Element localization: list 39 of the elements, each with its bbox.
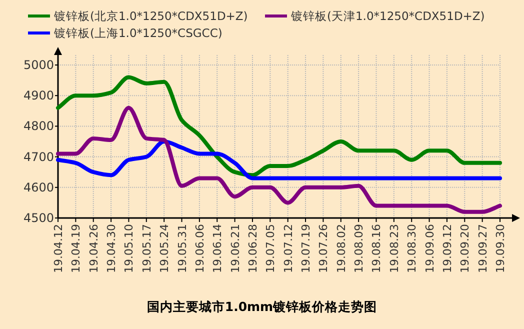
x-tick-label: 19.05.31 <box>176 224 189 273</box>
y-tick-label: 4600 <box>23 180 54 194</box>
x-tick-label: 19.06.28 <box>246 224 260 273</box>
y-tick-label: 5000 <box>23 58 54 72</box>
x-tick-label: 19.06.06 <box>193 224 206 273</box>
x-tick-label: 19.04.19 <box>70 224 83 273</box>
x-tick-label: 19.07.19 <box>300 224 313 273</box>
x-tick-label: 19.04.12 <box>52 224 65 273</box>
x-tick-label: 19.04.26 <box>87 224 100 273</box>
line-series <box>56 106 502 214</box>
x-tick-label: 19.05.10 <box>122 224 136 273</box>
x-tick-label: 19.08.02 <box>334 224 348 273</box>
y-tick-label: 4900 <box>23 88 54 103</box>
x-tick-label: 19.09.06 <box>423 224 436 273</box>
line-series <box>56 75 502 178</box>
x-tick-label: 19.08.09 <box>352 224 366 273</box>
x-tick-label: 19.09.30 <box>494 224 507 273</box>
x-tick-label: 19.04.30 <box>105 224 118 273</box>
x-tick-label: 19.05.24 <box>158 224 172 273</box>
x-tick-label: 19.05.17 <box>140 224 154 273</box>
x-tick-label: 19.08.16 <box>370 224 384 273</box>
y-tick-label: 4800 <box>23 119 54 134</box>
x-tick-label: 19.06.21 <box>228 224 242 273</box>
x-tick-label: 19.09.20 <box>458 224 472 273</box>
legend-label: 镀锌板(天津1.0*1250*CDX51D+Z) <box>290 9 485 23</box>
legend-label: 镀锌板(北京1.0*1250*CDX51D+Z) <box>53 9 248 23</box>
line-series <box>56 140 502 180</box>
x-tick-label: 19.09.12 <box>440 224 454 273</box>
text: 国内主要城市1.0mm镀锌板价格走势图 <box>146 299 378 314</box>
x-tick-label: 19.06.14 <box>211 224 224 273</box>
x-tick-label: 19.09.27 <box>476 224 490 273</box>
x-tick-label: 19.08.30 <box>406 224 419 273</box>
y-tick-label: 4700 <box>23 150 54 164</box>
legend-label: 镀锌板(上海1.0*1250*CSGCC) <box>53 26 222 40</box>
x-tick-label: 19.07.05 <box>264 224 278 273</box>
x-tick-label: 19.07.12 <box>282 224 295 273</box>
x-tick-label: 19.07.26 <box>317 224 330 273</box>
x-tick-label: 19.08.23 <box>388 224 401 273</box>
y-tick-label: 4500 <box>23 211 54 225</box>
